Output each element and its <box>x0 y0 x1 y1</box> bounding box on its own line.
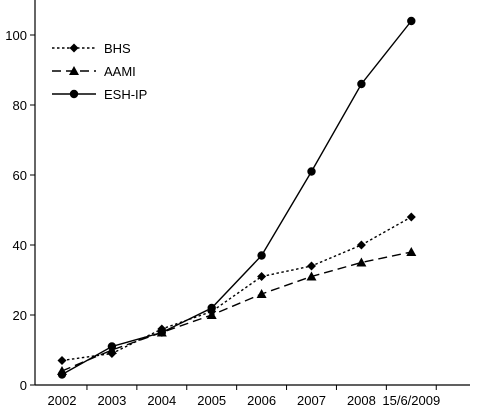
esh-ip-point <box>257 251 265 259</box>
bhs-point <box>357 241 366 250</box>
series-line-bhs <box>62 217 411 361</box>
x-tick-label: 2004 <box>147 393 176 408</box>
x-tick-label: 15/6/2009 <box>382 393 440 408</box>
legend-bhs-point <box>70 44 79 53</box>
x-tick-label: 2008 <box>347 393 376 408</box>
esh-ip-point <box>407 17 415 25</box>
bhs-point <box>407 213 416 222</box>
axes: 0 20 40 60 80 100 2002 2003 2004 2005 2006 2007 2008… <box>5 0 470 408</box>
x-tick-label: 2006 <box>247 393 276 408</box>
y-tick-label: 20 <box>13 308 27 323</box>
legend-item-bhs: BHS <box>52 41 131 56</box>
esh-ip-point <box>357 80 365 88</box>
bhs-point <box>307 262 316 271</box>
legend-label-esh-ip: ESH-IP <box>104 87 147 102</box>
y-tick-label: 80 <box>13 98 27 113</box>
x-tick-label: 2002 <box>48 393 77 408</box>
legend-label-bhs: BHS <box>104 41 131 56</box>
x-tick-label: 2003 <box>97 393 126 408</box>
y-tick-label: 60 <box>13 168 27 183</box>
legend: BHS AAMI ESH-IP <box>52 41 147 102</box>
legend-label-aami: AAMI <box>104 64 136 79</box>
x-tick-label: 2007 <box>297 393 326 408</box>
esh-ip-point <box>208 304 216 312</box>
bhs-point <box>257 272 266 281</box>
legend-item-aami: AAMI <box>52 64 136 79</box>
esh-ip-point <box>58 370 66 378</box>
y-tick-label: 40 <box>13 238 27 253</box>
legend-esh-ip-point <box>70 90 78 98</box>
esh-ip-point <box>108 342 116 350</box>
series-bhs <box>58 213 416 366</box>
legend-item-esh-ip: ESH-IP <box>52 87 147 102</box>
y-tick-label: 0 <box>20 378 27 393</box>
aami-point <box>406 247 416 256</box>
esh-ip-point <box>307 167 315 175</box>
esh-ip-point <box>158 328 166 336</box>
bhs-point <box>58 356 67 365</box>
x-tick-label: 2005 <box>197 393 226 408</box>
y-tick-label: 100 <box>5 28 27 43</box>
